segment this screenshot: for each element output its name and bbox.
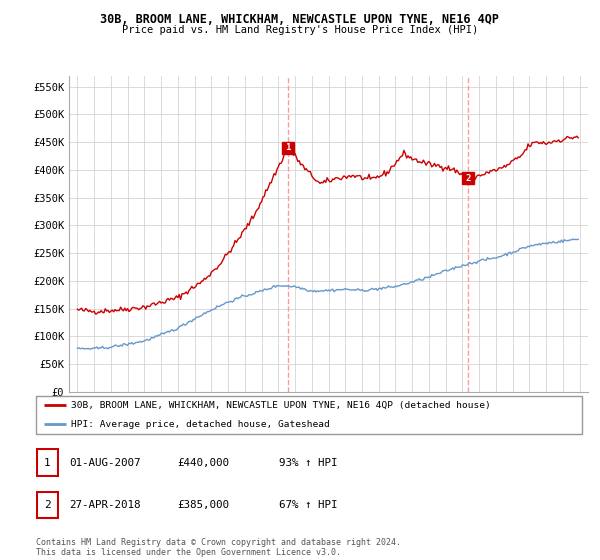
Text: 1: 1 [286,143,291,152]
Text: £440,000: £440,000 [177,458,229,468]
Text: 30B, BROOM LANE, WHICKHAM, NEWCASTLE UPON TYNE, NE16 4QP (detached house): 30B, BROOM LANE, WHICKHAM, NEWCASTLE UPO… [71,401,491,410]
Text: HPI: Average price, detached house, Gateshead: HPI: Average price, detached house, Gate… [71,420,330,429]
FancyBboxPatch shape [36,396,582,434]
Text: Price paid vs. HM Land Registry's House Price Index (HPI): Price paid vs. HM Land Registry's House … [122,25,478,35]
Text: Contains HM Land Registry data © Crown copyright and database right 2024.
This d: Contains HM Land Registry data © Crown c… [36,538,401,557]
FancyBboxPatch shape [37,450,58,475]
Text: 1: 1 [44,458,51,468]
FancyBboxPatch shape [37,492,58,518]
Text: 67% ↑ HPI: 67% ↑ HPI [279,500,337,510]
Text: £385,000: £385,000 [177,500,229,510]
Text: 01-AUG-2007: 01-AUG-2007 [69,458,140,468]
Text: 27-APR-2018: 27-APR-2018 [69,500,140,510]
Text: 2: 2 [466,174,470,183]
Text: 93% ↑ HPI: 93% ↑ HPI [279,458,337,468]
Text: 2: 2 [44,500,51,510]
Text: 30B, BROOM LANE, WHICKHAM, NEWCASTLE UPON TYNE, NE16 4QP: 30B, BROOM LANE, WHICKHAM, NEWCASTLE UPO… [101,13,499,26]
